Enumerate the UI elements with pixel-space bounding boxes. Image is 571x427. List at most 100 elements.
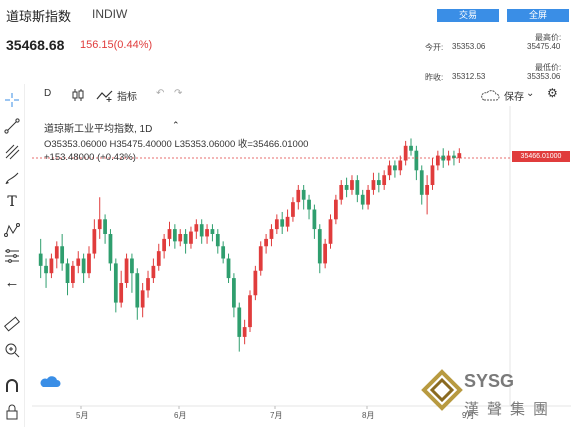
candle-body	[258, 246, 263, 271]
candle-body	[280, 219, 285, 227]
brush-icon[interactable]	[4, 170, 20, 186]
crosshair-icon[interactable]	[4, 92, 20, 108]
tradingview-logo-icon[interactable]	[40, 374, 62, 388]
settings-icon[interactable]: ⚙	[547, 86, 558, 100]
candle-body	[323, 243, 328, 264]
time-axis-label: 7月	[270, 411, 282, 420]
candle-body	[113, 263, 118, 303]
ruler-icon[interactable]	[4, 316, 20, 332]
candle-body	[237, 307, 242, 337]
candle-body	[376, 180, 381, 185]
candle-body	[183, 234, 188, 244]
magnet-icon[interactable]	[4, 378, 20, 394]
save-button[interactable]: 保存	[504, 92, 524, 103]
candle-body	[71, 265, 75, 283]
open-value: 35353.06	[452, 42, 486, 51]
candle-body	[457, 153, 462, 159]
candle-body	[87, 253, 91, 274]
candle-body	[178, 234, 183, 242]
candle-body	[291, 202, 295, 217]
time-axis-label: 9月	[462, 411, 474, 420]
brand-watermark: SYSG 漢聲集團	[421, 369, 556, 418]
candle-body	[296, 189, 301, 203]
candle-body	[81, 258, 86, 274]
candle-body	[38, 253, 43, 266]
candle-body	[301, 189, 306, 200]
text-tool-icon[interactable]: T	[7, 194, 17, 210]
low-value: 35353.06	[527, 72, 561, 81]
low-label: 最低价:	[535, 63, 562, 72]
candle-body	[162, 238, 167, 252]
cloud-icon[interactable]	[480, 88, 500, 102]
candle-body	[274, 219, 279, 230]
back-arrow-icon[interactable]: ←	[4, 274, 20, 291]
high-label: 最高价:	[535, 33, 562, 42]
candle-body	[312, 209, 317, 230]
candle-body	[328, 219, 333, 244]
svg-text:SYSG: SYSG	[464, 371, 514, 391]
candle-body	[210, 229, 215, 234]
trend-line-icon[interactable]	[4, 118, 20, 134]
save-dropdown-icon[interactable]: ⌄	[526, 88, 535, 99]
time-axis-label: 8月	[362, 411, 374, 420]
candle-body	[344, 185, 349, 190]
redo-icon[interactable]: ↷	[174, 88, 183, 99]
candle-body	[264, 238, 268, 247]
candle-body	[387, 165, 392, 176]
candle-body	[65, 263, 70, 283]
prediction-icon[interactable]	[4, 248, 20, 264]
candle-body	[189, 231, 193, 244]
interval-selector[interactable]: D	[44, 88, 52, 99]
fullscreen-button[interactable]: 全屏	[507, 9, 569, 22]
candle-body	[215, 234, 220, 247]
candle-body	[151, 265, 156, 279]
pattern-icon[interactable]	[4, 222, 20, 238]
candle-body	[355, 180, 360, 195]
open-label: 今开:	[425, 43, 444, 52]
svg-text:漢聲集團: 漢聲集團	[464, 401, 556, 418]
indicators-icon[interactable]	[96, 88, 114, 102]
candle-body	[199, 224, 204, 237]
candle-body	[419, 170, 424, 195]
indicators-button[interactable]: 指标	[117, 92, 137, 103]
prev-close-label: 昨收:	[425, 73, 444, 82]
last-price-tag: 35466.01000	[512, 151, 570, 162]
candle-body	[205, 229, 209, 237]
candle-body	[414, 150, 419, 171]
candle-body	[307, 199, 311, 210]
candle-body	[435, 155, 440, 166]
candle-body	[253, 270, 258, 296]
candle-body	[366, 189, 370, 205]
candle-body	[97, 219, 102, 230]
time-axis-label: 6月	[174, 411, 186, 420]
fib-tool-icon[interactable]	[4, 144, 20, 160]
zoom-in-icon[interactable]	[4, 342, 20, 358]
high-value: 35475.40	[527, 42, 561, 51]
prev-close-value: 35312.53	[452, 72, 486, 81]
candle-body	[221, 246, 226, 259]
candle-body	[194, 224, 199, 232]
candle-body	[103, 219, 107, 234]
candle-body	[49, 258, 54, 274]
candle-body	[317, 229, 322, 264]
candle-body	[172, 229, 177, 242]
lock-icon[interactable]	[4, 404, 20, 420]
candle-body	[135, 273, 140, 308]
candle-body	[393, 165, 397, 171]
trade-button[interactable]: 交易	[437, 9, 499, 22]
candle-body	[60, 246, 65, 264]
candle-body	[124, 258, 129, 283]
undo-icon[interactable]: ↶	[156, 88, 165, 99]
candle-body	[339, 185, 344, 200]
chart-legend-change: +153.48000 (+0.43%)	[44, 152, 136, 163]
legend-collapse-icon[interactable]: ⌃	[172, 120, 180, 130]
candle-type-icon[interactable]	[72, 88, 84, 102]
candle-body	[360, 194, 365, 205]
candle-body	[403, 145, 408, 161]
candle-body	[130, 258, 134, 274]
candlestick-chart[interactable]: 5月 6月 7月 8月 9月	[32, 106, 571, 427]
chart-legend-ohlc: O35353.06000 H35475.40000 L35353.06000 收…	[44, 139, 309, 150]
candle-body	[382, 175, 387, 185]
candle-body	[430, 165, 435, 185]
